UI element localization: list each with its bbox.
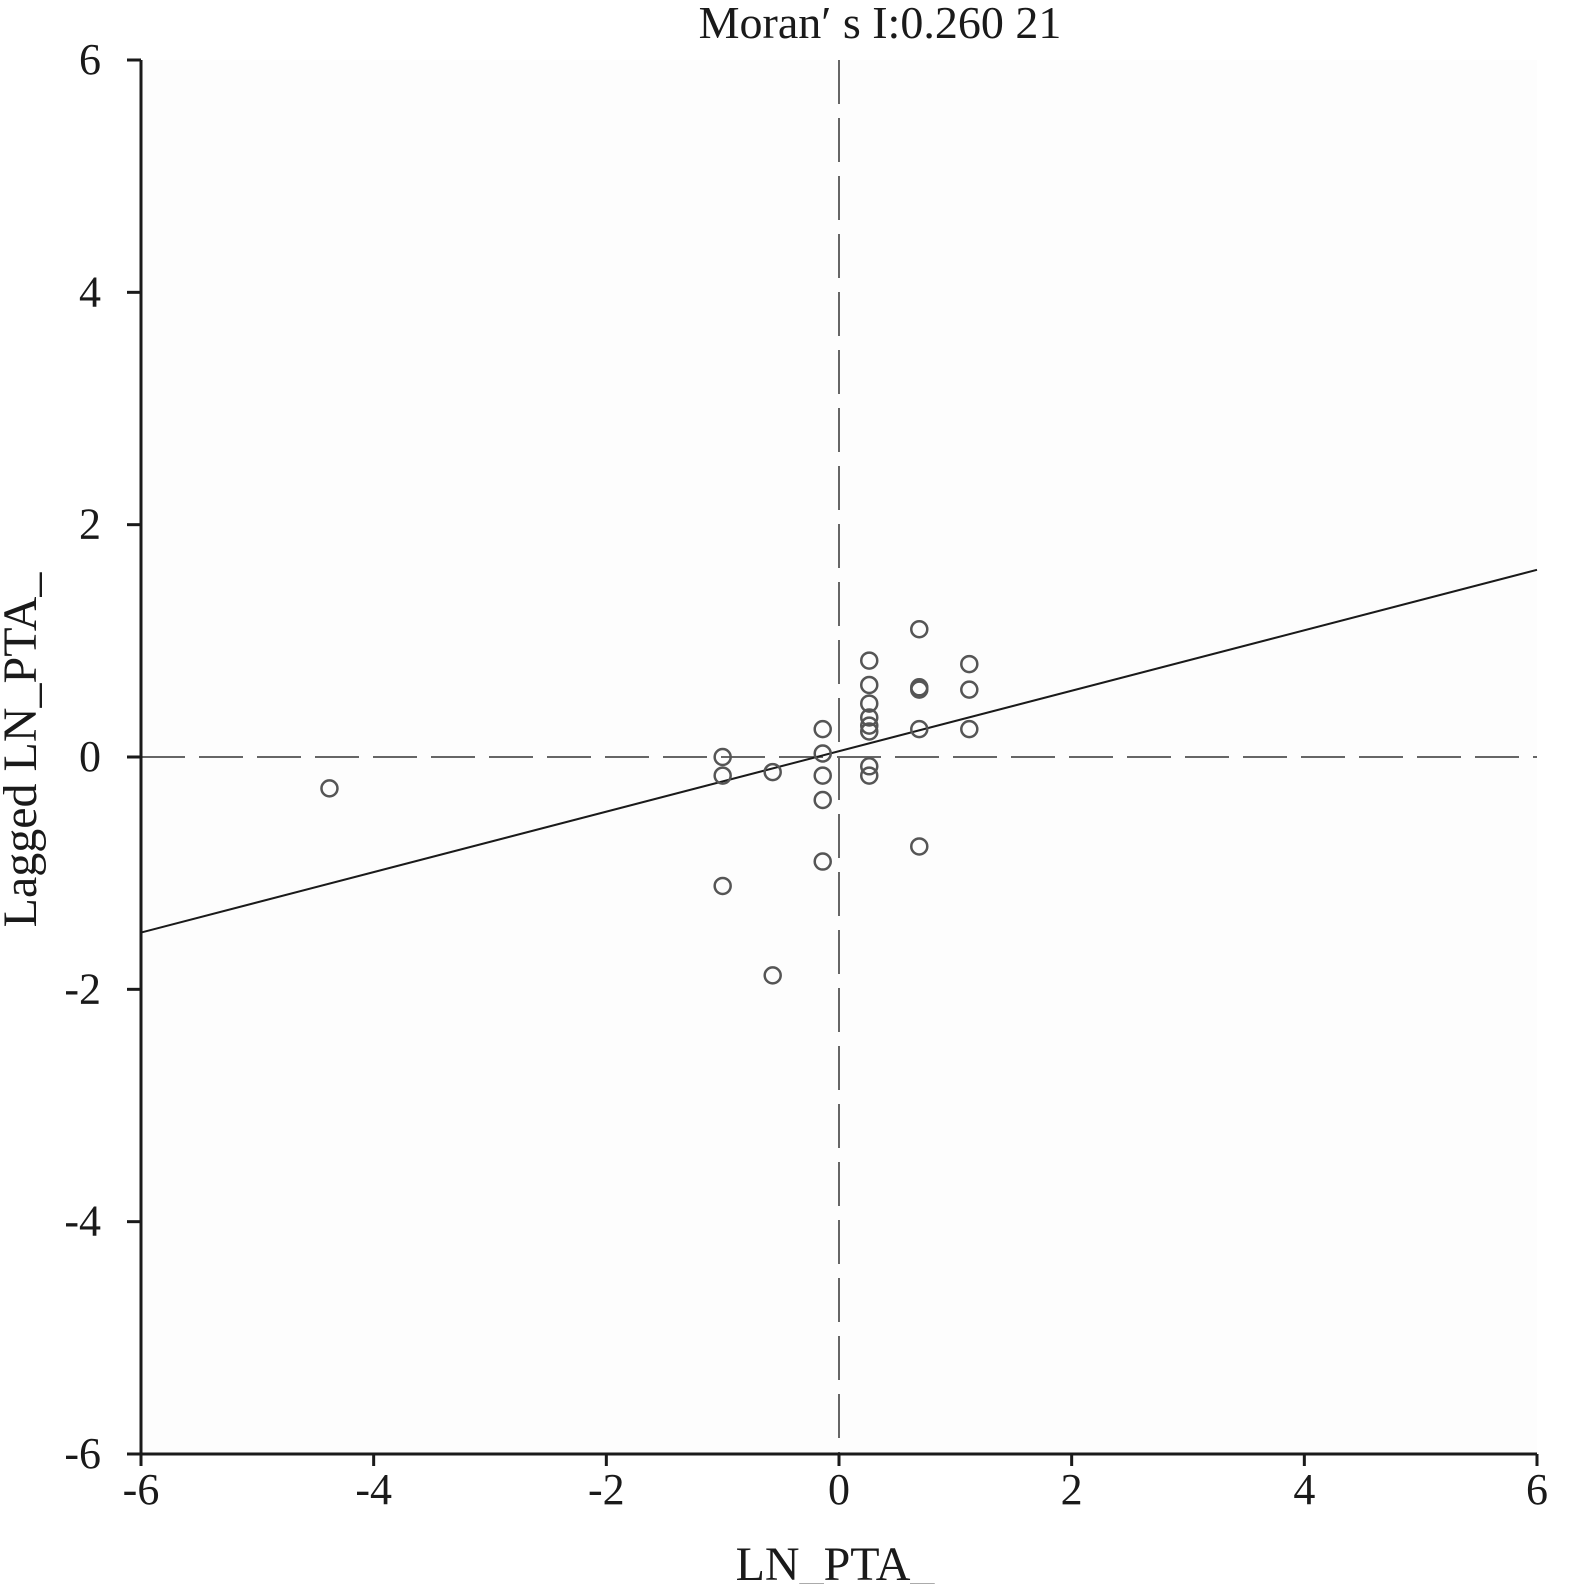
scatter-point <box>859 675 879 695</box>
reference-lines <box>141 60 1537 1454</box>
scatter-point <box>763 762 782 782</box>
scatter-point <box>960 680 979 699</box>
tick-marks <box>127 58 1539 1466</box>
x-tick-label: 2 <box>1061 1465 1083 1514</box>
scatter-point <box>813 790 832 810</box>
x-tick-label: -6 <box>123 1465 160 1514</box>
scatter-point <box>859 694 879 713</box>
scatter-point <box>813 852 832 871</box>
scatter-point <box>910 680 929 699</box>
scatter-point <box>910 837 929 856</box>
scatter-point <box>859 722 879 741</box>
y-tick-label: 2 <box>79 500 101 549</box>
y-tick-label: -2 <box>64 964 101 1013</box>
scatter-point <box>713 747 732 767</box>
x-tick-label: -2 <box>588 1465 625 1514</box>
data-points <box>320 619 979 985</box>
y-axis-title: Lagged LN_PTA_ <box>0 572 47 928</box>
scatter-point <box>813 766 832 785</box>
scatter-point <box>763 966 782 985</box>
scatter-point <box>960 719 979 739</box>
x-tick-label: 4 <box>1293 1465 1315 1514</box>
scatter-point <box>813 744 832 763</box>
scatter-point <box>320 779 339 798</box>
scatter-point <box>859 757 879 776</box>
scatter-point <box>859 716 879 735</box>
chart-title: Moran′ s I:0.260 21 <box>699 0 1062 48</box>
y-tick-label: 4 <box>79 267 101 316</box>
x-tick-label: 0 <box>828 1465 850 1514</box>
scatter-point <box>813 719 832 739</box>
regression-line <box>140 568 1538 934</box>
y-tick-label: -4 <box>64 1197 101 1246</box>
scatter-point <box>713 766 732 785</box>
scatter-point <box>859 651 879 670</box>
scatter-point <box>859 766 879 785</box>
scatter-point <box>910 719 929 739</box>
scatter-point <box>859 708 879 727</box>
x-axis-title: LN_PTA_ <box>736 1538 936 1584</box>
x-tick-label: 6 <box>1526 1465 1548 1514</box>
x-tick-label: -4 <box>355 1465 392 1514</box>
y-tick-label: 6 <box>79 35 101 84</box>
scatter-point <box>713 876 732 896</box>
scatter-point <box>910 619 929 639</box>
tick-labels: -6 -4 -2 0 2 4 6 -6 -4 -2 0 2 4 6 <box>64 35 1548 1514</box>
y-tick-label: 0 <box>79 732 101 781</box>
scatter-point <box>960 654 979 674</box>
y-tick-label: -6 <box>64 1429 101 1478</box>
